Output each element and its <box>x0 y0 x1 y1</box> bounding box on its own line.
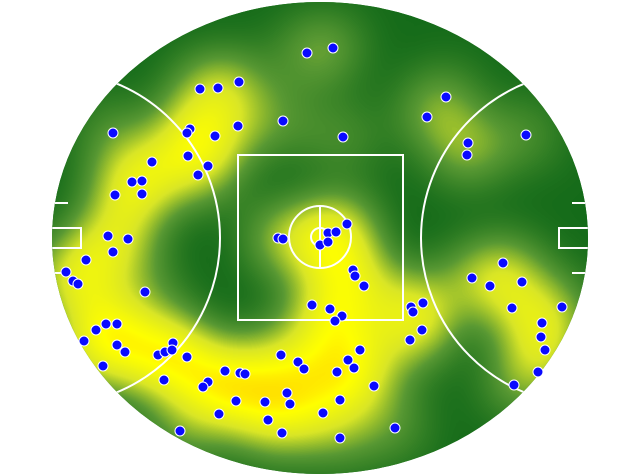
point <box>506 302 518 314</box>
point <box>181 351 193 363</box>
point <box>322 236 334 248</box>
point <box>536 317 548 329</box>
point <box>516 276 528 288</box>
point <box>158 374 170 386</box>
point <box>259 396 271 408</box>
point <box>342 354 354 366</box>
point <box>334 432 346 444</box>
point <box>440 91 452 103</box>
point <box>331 366 343 378</box>
point <box>174 425 186 437</box>
point <box>72 278 84 290</box>
point <box>416 324 428 336</box>
goal-square-left <box>52 227 82 249</box>
point <box>277 115 289 127</box>
point <box>556 301 568 313</box>
point <box>230 395 242 407</box>
point <box>107 127 119 139</box>
point <box>306 299 318 311</box>
point <box>404 334 416 346</box>
point <box>348 362 360 374</box>
point <box>277 233 289 245</box>
point <box>197 381 209 393</box>
point <box>239 368 251 380</box>
centre-square <box>237 154 404 321</box>
point <box>262 414 274 426</box>
point <box>80 254 92 266</box>
point <box>535 331 547 343</box>
point <box>466 272 478 284</box>
goal-square-right <box>558 227 588 249</box>
point <box>122 233 134 245</box>
point <box>275 349 287 361</box>
point <box>233 76 245 88</box>
point <box>327 42 339 54</box>
point <box>298 363 310 375</box>
point <box>136 175 148 187</box>
point <box>213 408 225 420</box>
point <box>60 266 72 278</box>
point <box>462 137 474 149</box>
point <box>358 280 370 292</box>
point <box>78 335 90 347</box>
point <box>97 360 109 372</box>
point <box>349 270 361 282</box>
point <box>109 189 121 201</box>
point <box>219 365 231 377</box>
point <box>192 169 204 181</box>
point <box>111 318 123 330</box>
point <box>209 130 221 142</box>
point <box>166 344 178 356</box>
point <box>194 83 206 95</box>
point <box>329 315 341 327</box>
point <box>281 387 293 399</box>
point <box>508 379 520 391</box>
point <box>354 344 366 356</box>
point <box>317 407 329 419</box>
point <box>90 324 102 336</box>
point <box>139 286 151 298</box>
point <box>276 427 288 439</box>
point <box>520 129 532 141</box>
point <box>146 156 158 168</box>
point <box>292 356 304 368</box>
point <box>182 150 194 162</box>
point <box>539 344 551 356</box>
point <box>368 380 380 392</box>
point <box>389 422 401 434</box>
point <box>334 394 346 406</box>
point <box>284 398 296 410</box>
point <box>119 346 131 358</box>
point <box>202 160 214 172</box>
point <box>532 366 544 378</box>
point <box>324 303 336 315</box>
arc-right <box>420 70 588 406</box>
point <box>421 111 433 123</box>
point <box>111 339 123 351</box>
point <box>417 297 429 309</box>
point <box>330 226 342 238</box>
points <box>60 42 568 444</box>
point <box>484 280 496 292</box>
point <box>341 218 353 230</box>
point <box>497 257 509 269</box>
point <box>337 131 349 143</box>
point <box>136 188 148 200</box>
point <box>102 230 114 242</box>
point <box>232 120 244 132</box>
point <box>181 127 193 139</box>
point <box>100 318 112 330</box>
point <box>407 306 419 318</box>
point <box>126 176 138 188</box>
point <box>107 246 119 258</box>
point <box>461 149 473 161</box>
point <box>301 47 313 59</box>
point <box>212 82 224 94</box>
